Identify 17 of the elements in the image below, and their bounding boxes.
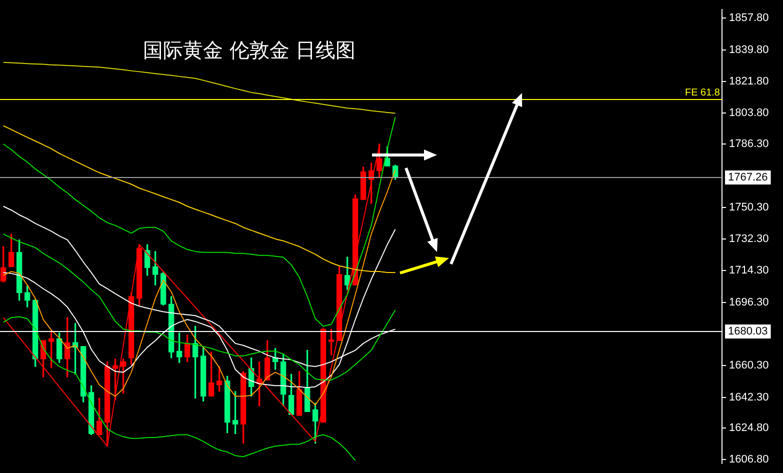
y-tick-label: 1786.30 xyxy=(729,138,769,150)
y-tick-label: 1606.80 xyxy=(729,454,769,466)
y-tick-label: 1803.80 xyxy=(729,107,769,120)
y-tick-label: 1714.30 xyxy=(729,264,769,277)
y-tick-label: 1696.30 xyxy=(729,296,769,308)
ref-line-label: 1680.03 xyxy=(728,326,768,338)
y-tick-label: 1857.80 xyxy=(729,12,769,24)
y-tick-label: 1642.30 xyxy=(729,391,769,404)
y-tick-label: 1660.30 xyxy=(729,360,769,372)
y-tick-label: 1839.80 xyxy=(729,44,769,56)
annotation: FE 61.8 xyxy=(684,88,720,99)
y-tick-label: 1624.80 xyxy=(729,422,769,434)
y-tick-label: 1732.30 xyxy=(729,232,769,245)
y-tick-label: 1821.80 xyxy=(729,76,769,88)
y-tick-label: 1750.30 xyxy=(729,201,769,214)
ref-line-label: 1767.26 xyxy=(728,172,768,184)
text: 国际黄金 伦敦金 日线图 xyxy=(143,37,356,64)
